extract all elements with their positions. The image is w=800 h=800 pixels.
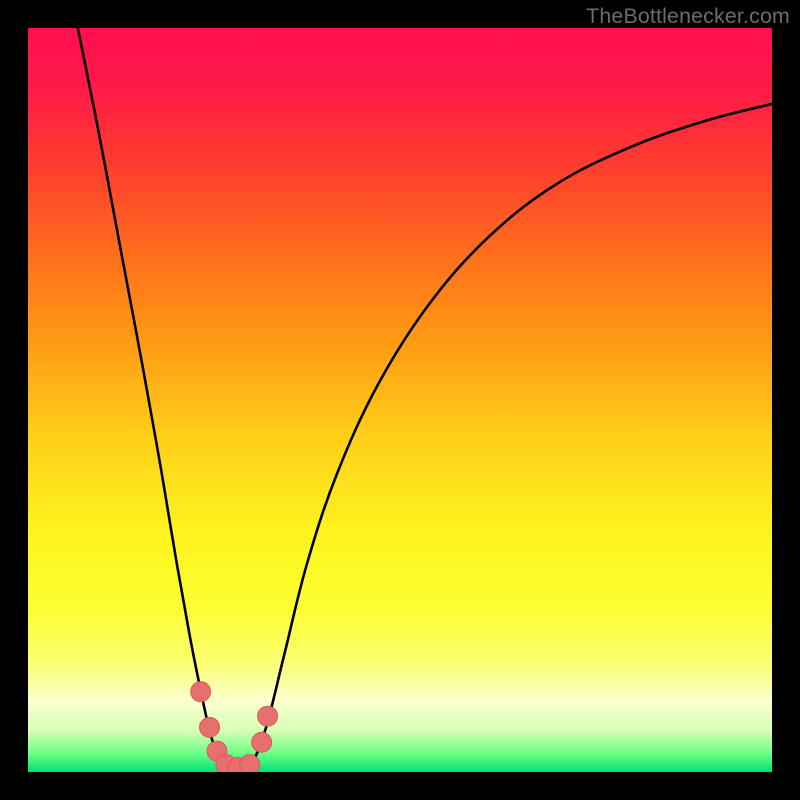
plot-area [28,28,772,772]
watermark-text: TheBottlenecker.com [586,4,790,29]
chart-frame: TheBottlenecker.com [0,0,800,800]
